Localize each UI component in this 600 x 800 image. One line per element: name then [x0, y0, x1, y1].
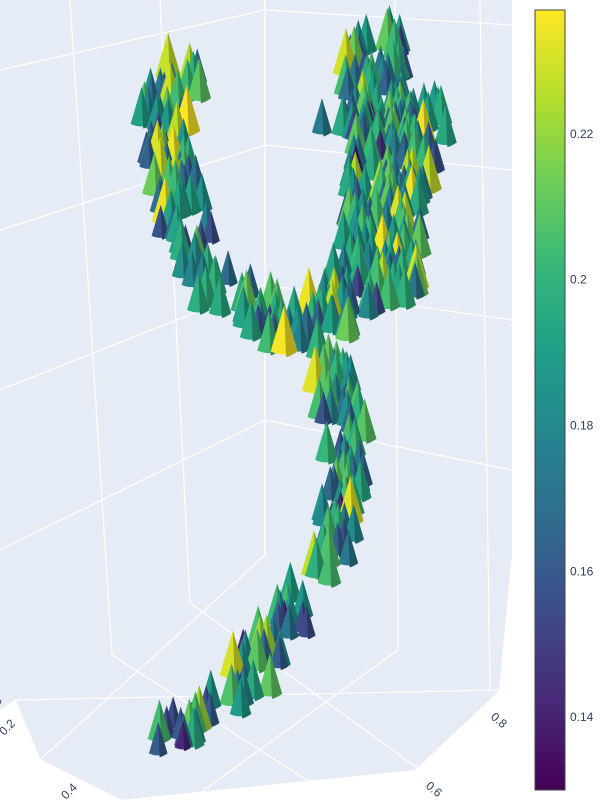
cone [208, 275, 232, 319]
cone [357, 281, 379, 321]
cones-layer [130, 5, 457, 758]
cone [258, 653, 283, 699]
cone [311, 98, 332, 137]
axis-tick-0.4: 0.4 [58, 780, 80, 800]
cone [315, 420, 339, 465]
colorbar-tick-label: 0.18 [570, 419, 594, 433]
cone [147, 699, 172, 744]
cone [239, 299, 263, 342]
cone [270, 634, 289, 671]
cone [270, 305, 298, 358]
cone [187, 57, 212, 104]
colorbar-tick-label: 0.2 [570, 273, 587, 287]
cone [148, 721, 168, 758]
cone [245, 627, 270, 674]
colorbar-tick-label: 0.16 [570, 564, 594, 578]
cone [406, 174, 429, 218]
cone [335, 297, 360, 344]
axis-tick-0.8: 0.8 [488, 710, 510, 732]
cone [229, 677, 252, 719]
colorbar-tick-label: 0.22 [570, 127, 594, 141]
cone [393, 266, 416, 310]
cone [317, 543, 342, 588]
cone [279, 603, 299, 641]
cone [174, 719, 192, 752]
cone [377, 266, 401, 312]
cone [297, 605, 316, 640]
colorbar: 0.14 0.16 0.18 0.2 0.22 [534, 9, 594, 791]
cone [338, 529, 359, 568]
axis-tick-0.2: 0.2 [0, 716, 18, 738]
cone [218, 250, 238, 287]
cone [289, 314, 311, 354]
cone [201, 210, 220, 245]
cone [314, 391, 333, 426]
cone [434, 104, 457, 148]
gridlines [0, 0, 512, 800]
scene-edges [14, 699, 121, 800]
cone [187, 271, 210, 315]
axis-tick-0.6: 0.6 [423, 779, 445, 800]
scene-edges-right [499, 559, 513, 691]
colorbar-ticks: 0.14 0.16 0.18 0.2 0.22 [570, 127, 594, 724]
colorbar-gradient [534, 9, 566, 791]
colorbar-tick-label: 0.14 [570, 710, 594, 724]
